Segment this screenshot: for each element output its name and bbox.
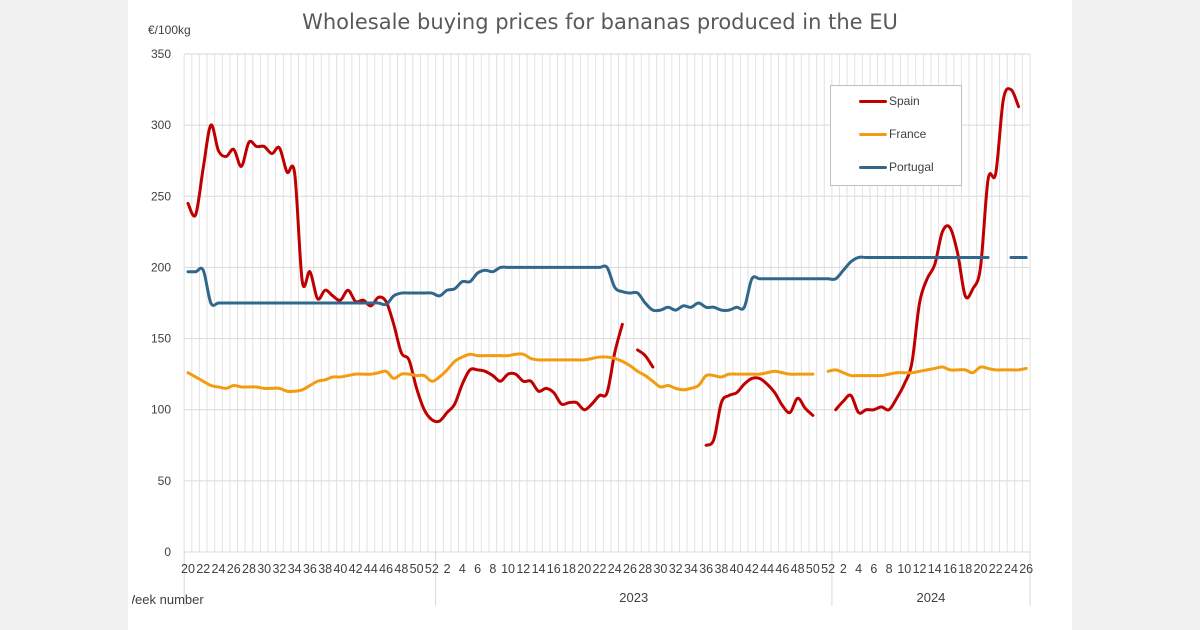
series-line-france — [186, 352, 815, 393]
x-axis-label-text: Week number — [132, 592, 204, 607]
series-line-spain — [186, 123, 624, 424]
x-tick-label: 16 — [547, 562, 561, 576]
x-tick-label: 14 — [532, 562, 546, 576]
x-tick-label: 16 — [943, 562, 957, 576]
x-tick-label: 8 — [886, 562, 893, 576]
x-tick-label: 36 — [303, 562, 317, 576]
legend-label-spain: Spain — [889, 94, 920, 108]
x-tick-label: 48 — [791, 562, 805, 576]
x-tick-label: 14 — [928, 562, 942, 576]
x-tick-label: 52 — [821, 562, 835, 576]
x-tick-label: 44 — [760, 562, 774, 576]
year-label: 2024 — [916, 590, 945, 605]
x-tick-label: 18 — [958, 562, 972, 576]
x-tick-label: 12 — [913, 562, 927, 576]
x-tick-label: 2 — [840, 562, 847, 576]
legend-label-portugal: Portugal — [889, 160, 934, 174]
x-axis-label: Week number — [132, 592, 222, 607]
x-tick-label: 6 — [474, 562, 481, 576]
y-tick-label: 100 — [151, 403, 171, 417]
series-line-spain — [834, 87, 1021, 415]
x-tick-label: 50 — [410, 562, 424, 576]
y-tick-label: 50 — [158, 474, 172, 488]
x-tick-label: 30 — [257, 562, 271, 576]
y-tick-label: 300 — [151, 118, 171, 132]
x-tick-label: 26 — [1019, 562, 1033, 576]
x-tick-label: 2 — [444, 562, 451, 576]
x-tick-label: 34 — [288, 562, 302, 576]
x-tick-label: 38 — [714, 562, 728, 576]
x-tick-label: 24 — [1004, 562, 1018, 576]
x-tick-label: 18 — [562, 562, 576, 576]
legend-item-spain: Spain — [859, 94, 920, 108]
x-tick-label: 4 — [855, 562, 862, 576]
x-tick-label: 44 — [364, 562, 378, 576]
x-tick-label: 24 — [608, 562, 622, 576]
y-axis-unit: €/100kg — [148, 23, 191, 37]
x-tick-label: 12 — [516, 562, 530, 576]
x-tick-label: 6 — [870, 562, 877, 576]
x-tick-label: 48 — [394, 562, 408, 576]
y-tick-label: 200 — [151, 260, 171, 274]
x-tick-label: 32 — [272, 562, 286, 576]
x-tick-label: 8 — [489, 562, 496, 576]
x-tick-label: 32 — [669, 562, 683, 576]
year-label: 2023 — [619, 590, 648, 605]
y-tick-label: 150 — [151, 332, 171, 346]
legend-swatch-spain — [859, 99, 887, 103]
legend-label-france: France — [889, 127, 927, 141]
x-tick-label: 20 — [974, 562, 988, 576]
x-tick-label: 28 — [242, 562, 256, 576]
legend-item-france: France — [859, 127, 926, 141]
x-tick-label: 22 — [593, 562, 607, 576]
x-tick-label: 34 — [684, 562, 698, 576]
series-line-portugal — [186, 255, 990, 313]
x-tick-label: 24 — [212, 562, 226, 576]
x-tick-label: 26 — [623, 562, 637, 576]
y-tick-label: 350 — [151, 47, 171, 61]
x-tick-label: 46 — [775, 562, 789, 576]
y-tick-label: 250 — [151, 189, 171, 203]
x-tick-label: 38 — [318, 562, 332, 576]
x-tick-label: 20 — [181, 562, 195, 576]
legend: Spain France Portugal — [830, 85, 962, 186]
legend-swatch-portugal — [859, 165, 887, 169]
x-tick-label: 42 — [745, 562, 759, 576]
legend-swatch-france — [859, 132, 887, 136]
x-tick-label: 46 — [379, 562, 393, 576]
y-tick-label: 0 — [164, 545, 171, 559]
series-line-spain — [636, 348, 655, 369]
x-tick-label: 42 — [349, 562, 363, 576]
chart-title: Wholesale buying prices for bananas prod… — [302, 10, 898, 34]
legend-item-portugal: Portugal — [859, 160, 934, 174]
x-tick-label: 30 — [653, 562, 667, 576]
x-tick-label: 50 — [806, 562, 820, 576]
x-tick-label: 20 — [577, 562, 591, 576]
x-tick-label: 4 — [459, 562, 466, 576]
x-tick-label: 26 — [227, 562, 241, 576]
x-tick-label: 22 — [989, 562, 1003, 576]
x-tick-label: 10 — [501, 562, 515, 576]
x-tick-label: 40 — [730, 562, 744, 576]
x-tick-label: 52 — [425, 562, 439, 576]
series-line-spain — [704, 376, 815, 447]
x-tick-label: 36 — [699, 562, 713, 576]
x-tick-label: 28 — [638, 562, 652, 576]
x-tick-label: 22 — [196, 562, 210, 576]
x-tick-label: 10 — [897, 562, 911, 576]
series-line-france — [826, 365, 1028, 378]
x-tick-label: 40 — [333, 562, 347, 576]
